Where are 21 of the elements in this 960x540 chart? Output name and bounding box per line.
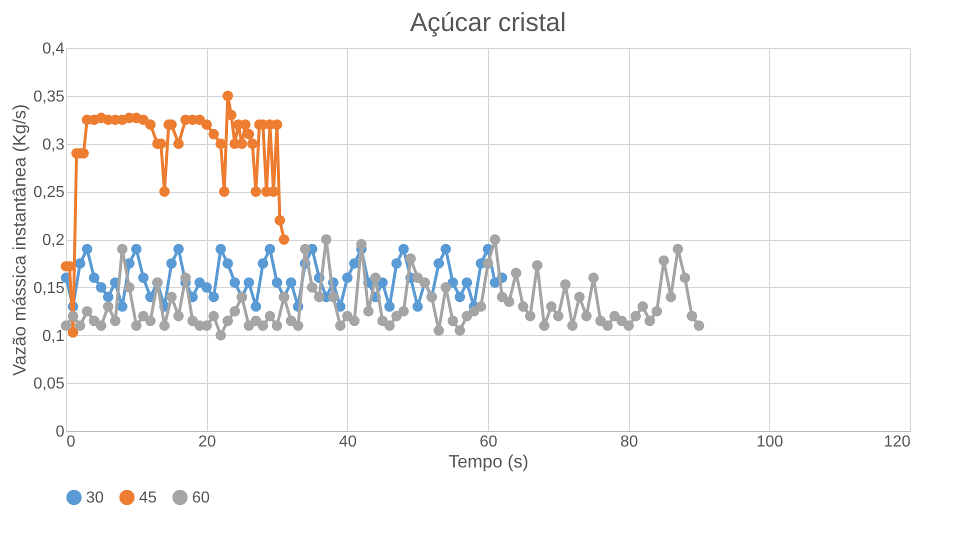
x-tick-label: 60 xyxy=(480,434,498,450)
y-tick-label: 0,25 xyxy=(33,184,65,202)
legend-label: 45 xyxy=(139,489,157,506)
legend-label: 60 xyxy=(192,489,210,506)
y-tick-label: 0,2 xyxy=(42,232,65,249)
y-tick-label: 0,05 xyxy=(33,376,65,393)
x-tick-label: 0 xyxy=(66,434,76,450)
x-tick-label: 40 xyxy=(338,434,357,450)
y-axis-title: Vazão mássica instantânea (Kg/s) xyxy=(9,104,30,376)
chart-title: Açúcar cristal xyxy=(410,7,566,37)
y-tick-label: 0,35 xyxy=(33,88,65,106)
legend-label: 30 xyxy=(86,489,104,506)
y-tick-label: 0,4 xyxy=(42,40,65,58)
x-tick-label: 120 xyxy=(884,434,911,450)
y-tick-label: 0,3 xyxy=(42,136,65,154)
y-tick-label: 0,15 xyxy=(33,280,65,297)
x-tick-label: 80 xyxy=(620,434,638,450)
x-tick-label: 20 xyxy=(198,434,216,450)
x-tick-label: 100 xyxy=(756,434,784,450)
x-axis-title: Tempo (s) xyxy=(448,452,529,472)
y-tick-label: 0,1 xyxy=(42,328,65,345)
